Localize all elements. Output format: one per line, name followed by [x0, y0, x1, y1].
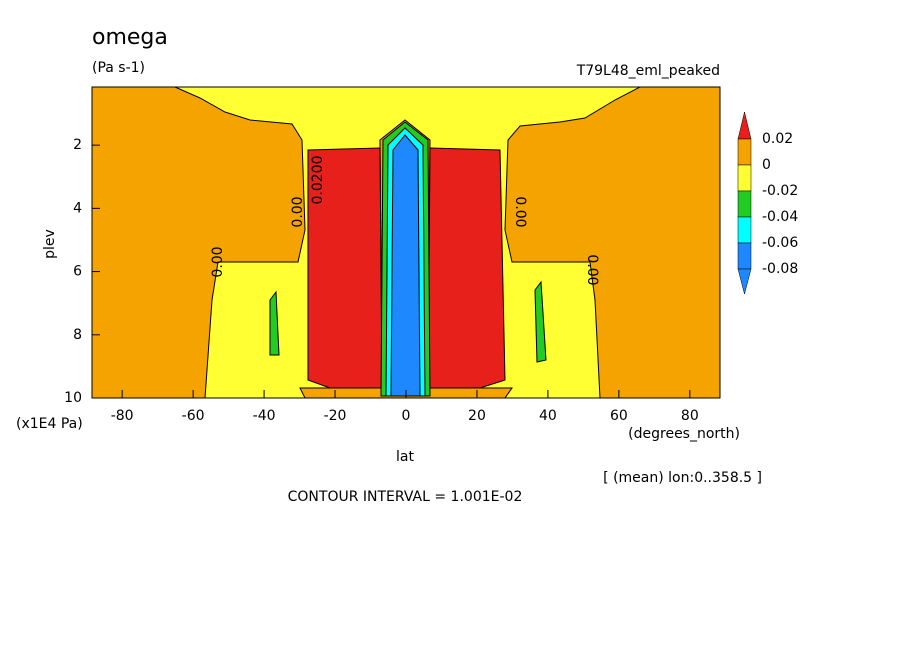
note: [ (mean) lon:0..358.5 ] — [603, 470, 762, 486]
contour-interval: CONTOUR INTERVAL = 1.001E-02 — [288, 489, 523, 505]
colorbar-label: -0.06 — [762, 235, 798, 251]
x-tick-label: -20 — [324, 408, 347, 424]
contour-region — [174, 86, 641, 399]
chart-subtitle: (Pa s-1) — [92, 60, 145, 76]
x-tick-label: -40 — [253, 408, 276, 424]
x-tick-label: 40 — [539, 408, 557, 424]
x-units: (degrees_north) — [628, 426, 740, 442]
x-axis-label: lat — [396, 449, 414, 465]
y-tick-label: 8 — [73, 327, 82, 343]
contour-region — [427, 147, 506, 389]
contour-region — [269, 290, 280, 356]
colorbar-triangle — [737, 268, 752, 295]
dataset-label: T79L48_eml_peaked — [576, 63, 720, 79]
y-tick-label: 10 — [64, 390, 82, 406]
contour-label: 0.00 — [210, 246, 226, 277]
contour-region — [390, 134, 421, 397]
x-tick-label: 0 — [402, 408, 411, 424]
colorbar-label: 0.02 — [762, 131, 793, 147]
contour-region — [534, 280, 547, 363]
contour-label: 0.00 — [512, 196, 528, 227]
colorbar-box — [737, 216, 752, 244]
contour-region — [307, 147, 383, 389]
x-tick-label: 20 — [468, 408, 486, 424]
y-tick-label: 4 — [73, 200, 82, 216]
colorbar-label: -0.02 — [762, 183, 798, 199]
y-axis-label: plev — [42, 229, 58, 259]
chart-title: omega — [92, 25, 168, 50]
colorbar-label: -0.04 — [762, 209, 798, 225]
x-tick-label: -60 — [182, 408, 205, 424]
y-tick-label: 2 — [73, 137, 82, 153]
colorbar-triangle — [737, 111, 752, 140]
colorbar-box — [737, 242, 752, 270]
x-tick-label: 60 — [610, 408, 628, 424]
colorbar-label: 0 — [762, 157, 771, 173]
colorbar-box — [737, 164, 752, 192]
contour-label: 0.00 — [584, 254, 600, 285]
x-tick-label: 80 — [681, 408, 699, 424]
y-tick-label: 6 — [73, 264, 82, 280]
colorbar-box — [737, 190, 752, 218]
contour-label: 0.0200 — [310, 156, 326, 205]
colorbar-label: -0.08 — [762, 261, 798, 277]
colorbar-box — [737, 138, 752, 166]
contour-label: 0.00 — [290, 196, 306, 227]
x-tick-label: -80 — [111, 408, 134, 424]
y-units: (x1E4 Pa) — [16, 416, 83, 432]
